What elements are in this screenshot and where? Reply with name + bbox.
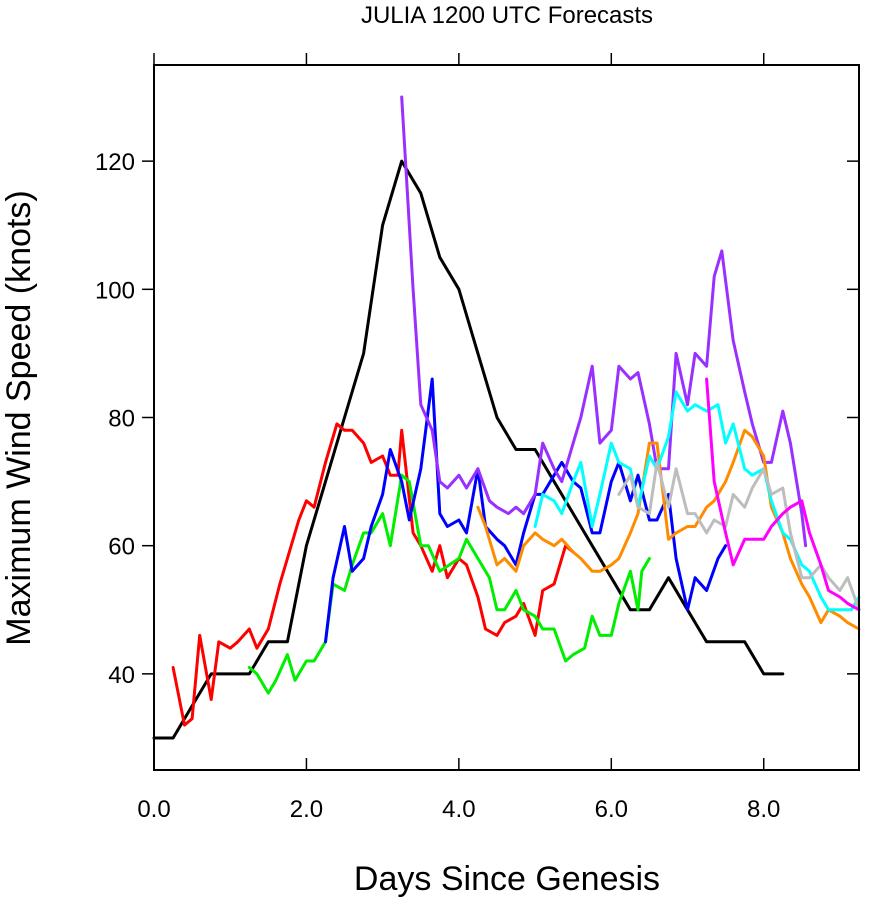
series-line-5: [400, 95, 808, 548]
x-tick-label: 8.0: [747, 796, 780, 823]
y-axis-ticks: 40 60 80 100 120: [95, 149, 859, 689]
series-line-4: [324, 377, 728, 644]
y-tick-label: 40: [108, 662, 135, 689]
x-tick-label: 6.0: [595, 796, 628, 823]
x-tick-label: 2.0: [290, 796, 323, 823]
series-line-2: [171, 422, 575, 727]
y-axis-label: Maximum Wind Speed (knots): [0, 190, 38, 645]
series-line-9: [705, 377, 861, 612]
y-tick-label: 60: [108, 534, 135, 561]
x-axis-label: Days Since Genesis: [354, 860, 660, 898]
series-line-8: [617, 460, 861, 612]
plot-frame: [153, 64, 860, 771]
x-tick-label: 4.0: [442, 796, 475, 823]
series-line-6: [476, 428, 861, 631]
x-tick-label: 0.0: [137, 796, 170, 823]
y-tick-label: 100: [95, 277, 135, 304]
y-tick-label: 120: [95, 149, 135, 176]
series-line-1: [152, 159, 785, 740]
series-line-7: [533, 390, 861, 612]
plot-area: 0.0 2.0 4.0 6.0 8.0 40 60 80 100 120: [95, 53, 861, 823]
series-line-3: [247, 473, 651, 695]
y-tick-label: 80: [108, 406, 135, 433]
series-layer: [152, 95, 861, 740]
chart-title: JULIA 1200 UTC Forecasts: [361, 2, 653, 29]
x-axis-ticks: 0.0 2.0 4.0 6.0 8.0: [137, 53, 780, 823]
